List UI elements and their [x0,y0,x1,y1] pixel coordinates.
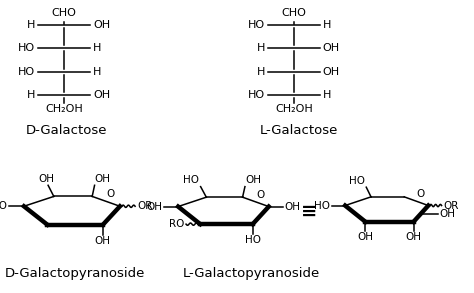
Text: OH: OH [39,173,55,183]
Text: OH: OH [95,236,111,246]
Text: D-Galactose: D-Galactose [26,124,108,137]
Text: HO: HO [245,235,261,245]
Text: ≡: ≡ [301,202,318,220]
Text: D-Galactopyranoside: D-Galactopyranoside [5,268,145,280]
Text: OH: OH [357,232,374,242]
Text: OH: OH [406,232,421,242]
Text: OH: OH [323,43,340,53]
Text: HO: HO [248,90,265,100]
Text: OH: OH [146,202,162,212]
Text: HO: HO [18,67,35,77]
Text: O: O [256,190,264,200]
Text: OR: OR [137,201,152,211]
Text: H: H [256,67,265,77]
Text: OH: OH [323,67,340,77]
Text: HO: HO [248,20,265,30]
Text: H: H [323,90,331,100]
Text: O: O [416,189,424,199]
Text: H: H [27,20,35,30]
Text: OH: OH [245,175,261,185]
Text: OH: OH [94,173,110,183]
Text: OR: OR [443,200,458,211]
Text: L-Galactose: L-Galactose [260,124,338,137]
Text: HO: HO [18,43,35,53]
Text: HO: HO [314,200,330,211]
Text: H: H [323,20,331,30]
Text: OH: OH [439,209,455,219]
Text: CH₂OH: CH₂OH [275,104,313,114]
Text: H: H [93,67,101,77]
Text: CHO: CHO [282,8,306,18]
Text: RO: RO [169,219,184,229]
Text: L-Galactopyranoside: L-Galactopyranoside [182,268,320,280]
Text: HO: HO [349,176,365,186]
Text: H: H [93,43,101,53]
Text: H: H [27,90,35,100]
Text: H: H [256,43,265,53]
Text: CHO: CHO [52,8,76,18]
Text: O: O [107,189,115,199]
Text: OH: OH [93,20,110,30]
Text: OH: OH [93,90,110,100]
Text: OH: OH [285,202,301,212]
Text: HO: HO [183,175,199,185]
Text: HO: HO [0,201,7,211]
Text: CH₂OH: CH₂OH [45,104,83,114]
